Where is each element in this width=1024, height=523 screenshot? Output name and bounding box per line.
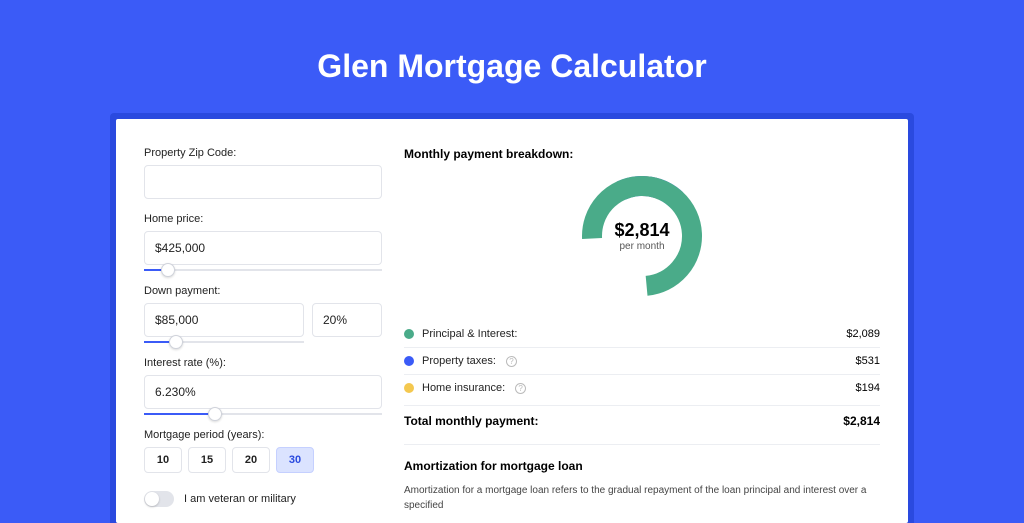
- legend-label: Property taxes:: [422, 355, 496, 367]
- donut-sub: per month: [619, 241, 664, 252]
- amortization-text: Amortization for a mortgage loan refers …: [404, 483, 880, 513]
- breakdown-panel: Monthly payment breakdown: $2,814 per mo…: [404, 147, 880, 513]
- info-icon[interactable]: ?: [515, 383, 526, 394]
- breakdown-title: Monthly payment breakdown:: [404, 147, 880, 161]
- interest-rate-slider[interactable]: [144, 413, 382, 415]
- legend-label: Principal & Interest:: [422, 328, 517, 340]
- legend-row: Home insurance:? $194: [404, 375, 880, 401]
- amortization-title: Amortization for mortgage loan: [404, 459, 880, 473]
- home-price-input[interactable]: [144, 231, 382, 265]
- zip-input[interactable]: [144, 165, 382, 199]
- zip-label: Property Zip Code:: [144, 147, 382, 159]
- form-panel: Property Zip Code: Home price: Down paym…: [144, 147, 382, 513]
- down-payment-slider[interactable]: [144, 341, 304, 343]
- veteran-toggle[interactable]: [144, 491, 174, 507]
- period-button-10[interactable]: 10: [144, 447, 182, 473]
- legend-label: Home insurance:: [422, 382, 505, 394]
- down-payment-pct-input[interactable]: [312, 303, 382, 337]
- legend-row: Property taxes:? $531: [404, 348, 880, 375]
- legend-value: $194: [856, 382, 880, 394]
- page-title: Glen Mortgage Calculator: [0, 0, 1024, 113]
- down-payment-label: Down payment:: [144, 285, 382, 297]
- legend-dot: [404, 329, 414, 339]
- interest-rate-input[interactable]: [144, 375, 382, 409]
- payment-donut-chart: $2,814 per month: [577, 171, 707, 301]
- info-icon[interactable]: ?: [506, 356, 517, 367]
- legend-value: $2,089: [846, 328, 880, 340]
- home-price-label: Home price:: [144, 213, 382, 225]
- down-payment-input[interactable]: [144, 303, 304, 337]
- calculator-card: Property Zip Code: Home price: Down paym…: [116, 119, 908, 523]
- legend-dot: [404, 356, 414, 366]
- period-button-20[interactable]: 20: [232, 447, 270, 473]
- legend-row: Principal & Interest: $2,089: [404, 321, 880, 348]
- period-button-30[interactable]: 30: [276, 447, 314, 473]
- period-label: Mortgage period (years):: [144, 429, 382, 441]
- interest-rate-label: Interest rate (%):: [144, 357, 382, 369]
- total-label: Total monthly payment:: [404, 414, 538, 428]
- legend-value: $531: [856, 355, 880, 367]
- donut-amount: $2,814: [614, 220, 669, 241]
- home-price-slider[interactable]: [144, 269, 382, 271]
- legend-dot: [404, 383, 414, 393]
- period-button-15[interactable]: 15: [188, 447, 226, 473]
- total-value: $2,814: [843, 414, 880, 428]
- veteran-label: I am veteran or military: [184, 493, 296, 505]
